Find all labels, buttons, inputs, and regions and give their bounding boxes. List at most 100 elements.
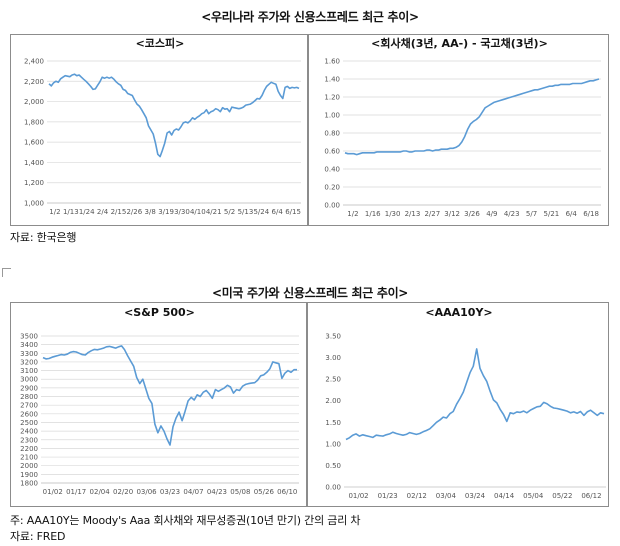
x-tick-label: 04/07 <box>183 488 203 496</box>
x-tick-label: 2/26 <box>126 208 142 216</box>
x-tick-label: 05/22 <box>552 492 572 500</box>
y-tick-label: 1.50 <box>325 419 341 427</box>
x-tick-label: 6/15 <box>285 208 301 216</box>
x-tick-label: 6/18 <box>583 210 599 218</box>
x-tick-label: 1/2 <box>347 210 358 218</box>
y-tick-label: 3500 <box>20 333 38 341</box>
y-tick-label: 3200 <box>20 358 38 366</box>
x-tick-label: 6/4 <box>272 208 284 216</box>
y-tick-label: 2300 <box>20 436 38 444</box>
y-tick-label: 2200 <box>20 445 38 453</box>
sp500-series-line <box>42 345 297 446</box>
x-tick-label: 01/02 <box>43 488 63 496</box>
y-tick-label: 1800 <box>20 480 38 488</box>
x-tick-label: 04/14 <box>494 492 515 500</box>
y-tick-label: 1.00 <box>325 440 341 448</box>
x-tick-label: 2/4 <box>97 208 109 216</box>
chart-title: <AAA10Y> <box>425 306 492 319</box>
x-tick-label: 1/16 <box>365 210 381 218</box>
y-tick-label: 2.00 <box>325 397 341 405</box>
kr-spread-chart-svg: <회사채(3년, AA-) - 국고채(3년)> 0.00 0.20 0.40 0.60… <box>324 36 601 218</box>
y-tick-label: 2000 <box>20 462 38 470</box>
kospi-chart-svg: <코스피> 1,000 1,200 1,400 1,600 1,800 2,000 2,200… <box>24 36 301 216</box>
x-tick-label: 06/12 <box>581 492 601 500</box>
aaa10y-chart: <AAA10Y> 0.00 0.50 1.00 1.50 2.00 2.50 3.00 3.50… <box>307 302 609 507</box>
y-tick-label: 2700 <box>20 402 38 410</box>
y-tick-label: 1,400 <box>24 159 44 167</box>
x-tick-label: 01/02 <box>348 492 368 500</box>
y-tick-label: 2,000 <box>24 98 44 106</box>
x-tick-label: 1/30 <box>385 210 401 218</box>
us-section-title: <미국 주가와 신용스프레드 최근 추이> <box>211 286 409 300</box>
y-tick-label: 0.60 <box>324 148 340 156</box>
x-tick-label: 3/30 <box>174 208 190 216</box>
y-tick-label: 1.00 <box>324 112 340 120</box>
y-tick-label: 1,000 <box>24 200 44 208</box>
chart-title: <회사채(3년, AA-) - 국고채(3년)> <box>371 36 548 50</box>
y-tick-label: 2,200 <box>24 78 44 86</box>
x-tick-label: 2/27 <box>424 210 440 218</box>
y-tick-label: 2400 <box>20 428 38 436</box>
y-tick-label: 1,800 <box>24 118 44 126</box>
x-tick-label: 05/26 <box>254 488 275 496</box>
x-tick-label: 1/24 <box>79 208 95 216</box>
x-tick-label: 02/20 <box>113 488 133 496</box>
x-tick-label: 01/23 <box>378 492 398 500</box>
y-tick-label: 1,600 <box>24 139 44 147</box>
kospi-series-line <box>48 73 300 158</box>
y-tick-label: 0.40 <box>324 166 340 174</box>
y-tick-label: 3100 <box>20 367 38 375</box>
section-divider-mark <box>2 268 11 277</box>
korea-section-title: <우리나라 주가와 신용스프레드 최근 추이> <box>201 10 419 24</box>
x-tick-label: 2/15 <box>111 208 127 216</box>
aaa10y-chart-svg: <AAA10Y> 0.00 0.50 1.00 1.50 2.00 2.50 3.00 3.50… <box>325 306 606 500</box>
x-tick-label: 01/17 <box>66 488 86 496</box>
us-source: 자료: FRED <box>10 530 66 543</box>
x-tick-label: 3/8 <box>145 208 156 216</box>
x-tick-label: 4/10 <box>190 208 206 216</box>
y-tick-label: 1900 <box>20 471 38 479</box>
us-note: 주: AAA10Y는 Moody's Aaa 회사채와 재무성증권(10년 만기… <box>10 514 361 527</box>
y-tick-label: 0.00 <box>325 484 341 492</box>
sp500-chart: <S&P 500> 1800 1900 2000 2100 2200 2300 2400 250… <box>10 302 307 507</box>
kospi-chart: <코스피> 1,000 1,200 1,400 1,600 1,800 2,000 2,200… <box>10 34 308 226</box>
y-tick-label: 2600 <box>20 410 38 418</box>
korea-source: 자료: 한국은행 <box>10 231 77 244</box>
x-tick-label: 5/7 <box>526 210 537 218</box>
x-tick-label: 05/04 <box>523 492 544 500</box>
x-tick-label: 03/04 <box>436 492 457 500</box>
y-tick-label: 2800 <box>20 393 38 401</box>
y-tick-label: 0.20 <box>324 184 340 192</box>
y-tick-label: 1,200 <box>24 179 44 187</box>
y-tick-label: 2500 <box>20 419 38 427</box>
y-tick-label: 3300 <box>20 350 38 358</box>
y-tick-label: 3.00 <box>325 354 341 362</box>
kr-spread-series-line <box>344 78 600 156</box>
x-tick-label: 03/24 <box>465 492 486 500</box>
y-tick-label: 2,400 <box>24 58 44 66</box>
y-tick-label: 2100 <box>20 454 38 462</box>
y-tick-label: 0.50 <box>325 462 341 470</box>
x-tick-label: 3/19 <box>158 208 174 216</box>
y-tick-label: 1.40 <box>324 76 340 84</box>
x-tick-label: 4/21 <box>206 208 222 216</box>
chart-title: <S&P 500> <box>124 306 195 319</box>
x-tick-label: 3/12 <box>444 210 460 218</box>
x-tick-label: 1/13 <box>63 208 79 216</box>
x-tick-label: 02/12 <box>407 492 427 500</box>
x-tick-label: 02/04 <box>90 488 111 496</box>
x-tick-label: 5/13 <box>238 208 254 216</box>
x-tick-label: 5/24 <box>253 208 269 216</box>
y-tick-label: 3400 <box>20 341 38 349</box>
kr-spread-chart: <회사채(3년, AA-) - 국고채(3년)> 0.00 0.20 0.40 0.60… <box>308 34 609 226</box>
chart-title: <코스피> <box>136 36 185 50</box>
y-tick-label: 2900 <box>20 384 38 392</box>
x-tick-label: 3/26 <box>464 210 480 218</box>
x-tick-label: 1/2 <box>49 208 60 216</box>
x-tick-label: 5/2 <box>224 208 235 216</box>
y-tick-label: 3000 <box>20 376 38 384</box>
aaa10y-series-line <box>345 348 605 441</box>
x-tick-label: 2/13 <box>405 210 421 218</box>
y-tick-label: 0.80 <box>324 130 340 138</box>
y-tick-label: 0.00 <box>324 202 340 210</box>
